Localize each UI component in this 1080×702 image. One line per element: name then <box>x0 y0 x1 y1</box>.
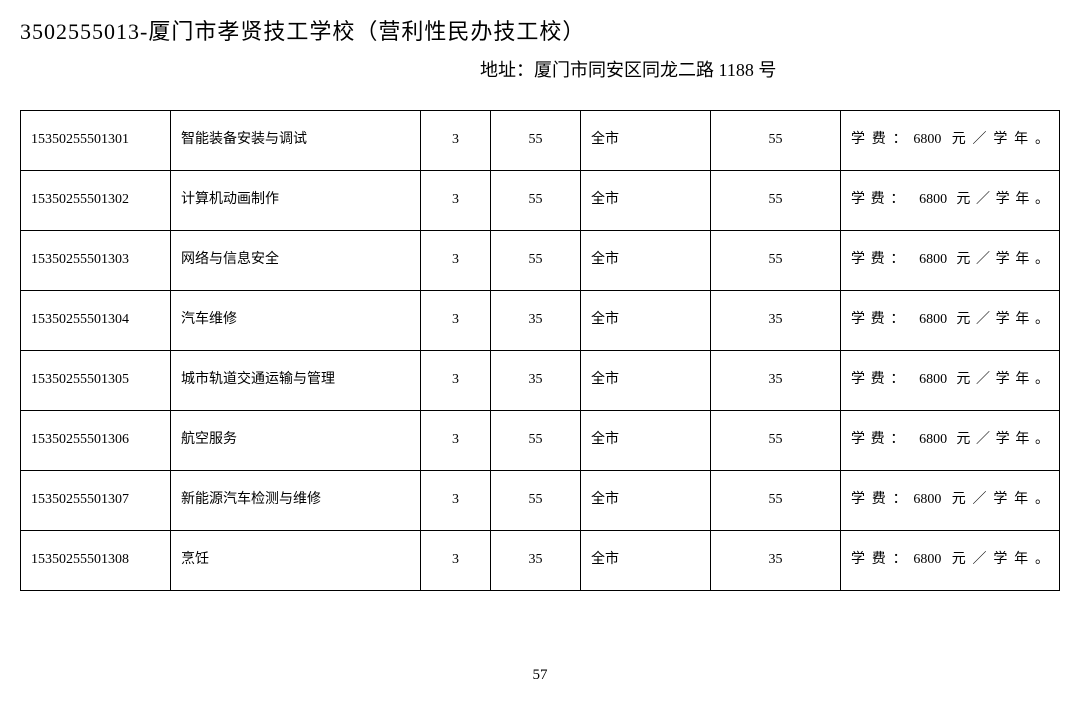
cell-years: 3 <box>421 351 491 411</box>
cell-quota1: 55 <box>491 411 581 471</box>
cell-scope: 全市 <box>581 231 711 291</box>
cell-quota2: 35 <box>711 351 841 411</box>
table-row: 15350255501306航空服务355全市55学费： 6800 元／学年。 <box>21 411 1060 471</box>
cell-code: 15350255501304 <box>21 291 171 351</box>
cell-program-name: 智能装备安装与调试 <box>171 111 421 171</box>
table-row: 15350255501304汽车维修335全市35学费： 6800 元／学年。 <box>21 291 1060 351</box>
cell-fee: 学费： 6800 元／学年。 <box>841 171 1060 231</box>
cell-scope: 全市 <box>581 351 711 411</box>
cell-program-name: 汽车维修 <box>171 291 421 351</box>
cell-quota1: 55 <box>491 231 581 291</box>
cell-years: 3 <box>421 111 491 171</box>
cell-scope: 全市 <box>581 111 711 171</box>
cell-scope: 全市 <box>581 171 711 231</box>
cell-program-name: 计算机动画制作 <box>171 171 421 231</box>
cell-years: 3 <box>421 291 491 351</box>
cell-years: 3 <box>421 231 491 291</box>
cell-fee: 学费：6800 元／学年。 <box>841 111 1060 171</box>
table-row: 15350255501308烹饪335全市35学费：6800 元／学年。 <box>21 531 1060 591</box>
cell-fee: 学费：6800 元／学年。 <box>841 531 1060 591</box>
cell-program-name: 新能源汽车检测与维修 <box>171 471 421 531</box>
cell-code: 15350255501308 <box>21 531 171 591</box>
cell-quota1: 55 <box>491 111 581 171</box>
programs-table: 15350255501301智能装备安装与调试355全市55学费：6800 元／… <box>20 110 1060 591</box>
cell-fee: 学费：6800 元／学年。 <box>841 471 1060 531</box>
table-row: 15350255501302计算机动画制作355全市55学费： 6800 元／学… <box>21 171 1060 231</box>
cell-fee: 学费： 6800 元／学年。 <box>841 411 1060 471</box>
cell-years: 3 <box>421 411 491 471</box>
cell-quota2: 55 <box>711 231 841 291</box>
cell-fee: 学费： 6800 元／学年。 <box>841 291 1060 351</box>
address-value: 厦门市同安区同龙二路 1188 号 <box>534 60 776 80</box>
cell-code: 15350255501303 <box>21 231 171 291</box>
cell-code: 15350255501301 <box>21 111 171 171</box>
cell-fee: 学费： 6800 元／学年。 <box>841 351 1060 411</box>
cell-quota2: 55 <box>711 411 841 471</box>
cell-quota2: 35 <box>711 291 841 351</box>
cell-scope: 全市 <box>581 411 711 471</box>
cell-code: 15350255501306 <box>21 411 171 471</box>
cell-quota2: 35 <box>711 531 841 591</box>
cell-quota1: 55 <box>491 471 581 531</box>
address-line: 地址：厦门市同安区同龙二路 1188 号 <box>20 56 1060 82</box>
cell-quota1: 55 <box>491 171 581 231</box>
cell-code: 15350255501302 <box>21 171 171 231</box>
cell-quota1: 35 <box>491 531 581 591</box>
page-number: 57 <box>0 667 1080 684</box>
cell-program-name: 城市轨道交通运输与管理 <box>171 351 421 411</box>
cell-quota2: 55 <box>711 171 841 231</box>
cell-years: 3 <box>421 471 491 531</box>
table-row: 15350255501301智能装备安装与调试355全市55学费：6800 元／… <box>21 111 1060 171</box>
cell-years: 3 <box>421 171 491 231</box>
table-body: 15350255501301智能装备安装与调试355全市55学费：6800 元／… <box>21 111 1060 591</box>
table-row: 15350255501305城市轨道交通运输与管理335全市35学费： 6800… <box>21 351 1060 411</box>
cell-scope: 全市 <box>581 531 711 591</box>
cell-quota2: 55 <box>711 111 841 171</box>
cell-years: 3 <box>421 531 491 591</box>
cell-program-name: 烹饪 <box>171 531 421 591</box>
cell-code: 15350255501305 <box>21 351 171 411</box>
table-row: 15350255501307新能源汽车检测与维修355全市55学费：6800 元… <box>21 471 1060 531</box>
cell-quota2: 55 <box>711 471 841 531</box>
table-row: 15350255501303网络与信息安全355全市55学费： 6800 元／学… <box>21 231 1060 291</box>
cell-quota1: 35 <box>491 291 581 351</box>
cell-quota1: 35 <box>491 351 581 411</box>
cell-program-name: 网络与信息安全 <box>171 231 421 291</box>
title-section: 3502555013-厦门市孝贤技工学校（营利性民办技工校） 地址：厦门市同安区… <box>20 14 1060 82</box>
cell-scope: 全市 <box>581 291 711 351</box>
cell-program-name: 航空服务 <box>171 411 421 471</box>
cell-scope: 全市 <box>581 471 711 531</box>
page-title: 3502555013-厦门市孝贤技工学校（营利性民办技工校） <box>20 14 1060 46</box>
cell-code: 15350255501307 <box>21 471 171 531</box>
address-label: 地址： <box>480 60 534 80</box>
cell-fee: 学费： 6800 元／学年。 <box>841 231 1060 291</box>
